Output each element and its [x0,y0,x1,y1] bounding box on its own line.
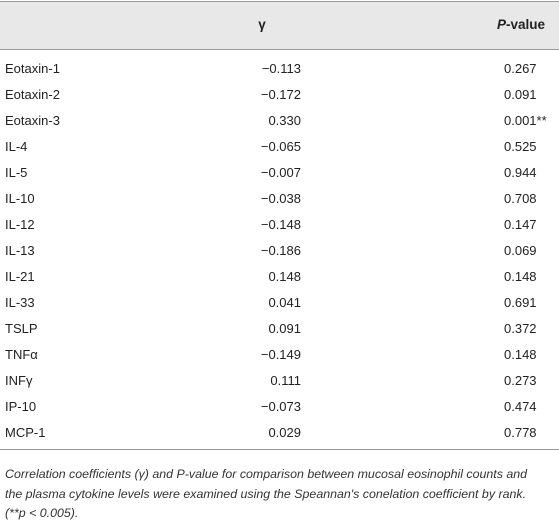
header-band [0,1,559,50]
pvalue-cell: 0.001** [504,113,547,128]
gamma-cell: 0.041 [268,295,301,310]
pvalue-cell: 0.148 [504,347,537,362]
gamma-cell: −0.113 [261,61,301,76]
gamma-cell: 0.148 [268,269,301,284]
gamma-cell: −0.148 [260,217,301,232]
pvalue-cell: 0.069 [504,243,537,258]
pvalue-cell: 0.372 [504,321,537,336]
gamma-cell: 0.330 [268,113,301,128]
gamma-cell: −0.149 [260,347,301,362]
row-label: Eotaxin-1 [5,61,60,76]
gamma-cell: 0.029 [268,425,301,440]
pvalue-cell: 0.091 [504,87,537,102]
bottom-rule [0,449,559,450]
header-gamma: γ [258,17,266,32]
row-label: TSLP [5,321,38,336]
row-label: IP-10 [5,399,37,414]
gamma-cell: −0.172 [260,87,301,102]
header-p: P [497,17,507,32]
row-label: Eotaxin-3 [5,113,60,128]
pvalue-cell: 0.944 [504,165,537,180]
pvalue-cell: 0.525 [504,139,537,154]
row-label: IL-33 [5,295,35,310]
header-pvalue: P-value [497,16,545,34]
row-label: IL-4 [5,139,28,154]
pvalue-cell: 0.474 [504,399,537,414]
row-label: IL-5 [5,165,28,180]
pvalue-cell: 0.691 [504,295,537,310]
pvalue-cell: 0.267 [504,61,537,76]
row-label: MCP-1 [5,425,46,440]
row-label: IL-21 [5,269,35,284]
pvalue-cell: 0.147 [504,217,537,232]
pvalue-cell: 0.708 [504,191,537,206]
pvalue-cell: 0.148 [504,269,537,284]
gamma-cell: −0.186 [260,243,301,258]
gamma-cell: −0.038 [260,191,301,206]
pvalue-cell: 0.273 [504,373,537,388]
row-label: Eotaxin-2 [5,87,60,102]
caption: Correlation coefficients (γ) and P-value… [5,467,528,520]
row-label: INFγ [5,373,33,388]
gamma-cell: 0.091 [268,321,301,336]
header-value: -value [506,17,546,32]
row-label: TNFα [5,347,38,362]
gamma-cell: 0.111 [270,373,301,388]
row-label: IL-10 [5,191,35,206]
row-label: IL-13 [5,243,35,258]
gamma-cell: −0.065 [260,139,301,154]
pvalue-cell: 0.778 [504,425,537,440]
gamma-cell: −0.073 [260,399,301,414]
gamma-cell: −0.007 [260,165,301,180]
row-label: IL-12 [5,217,35,232]
